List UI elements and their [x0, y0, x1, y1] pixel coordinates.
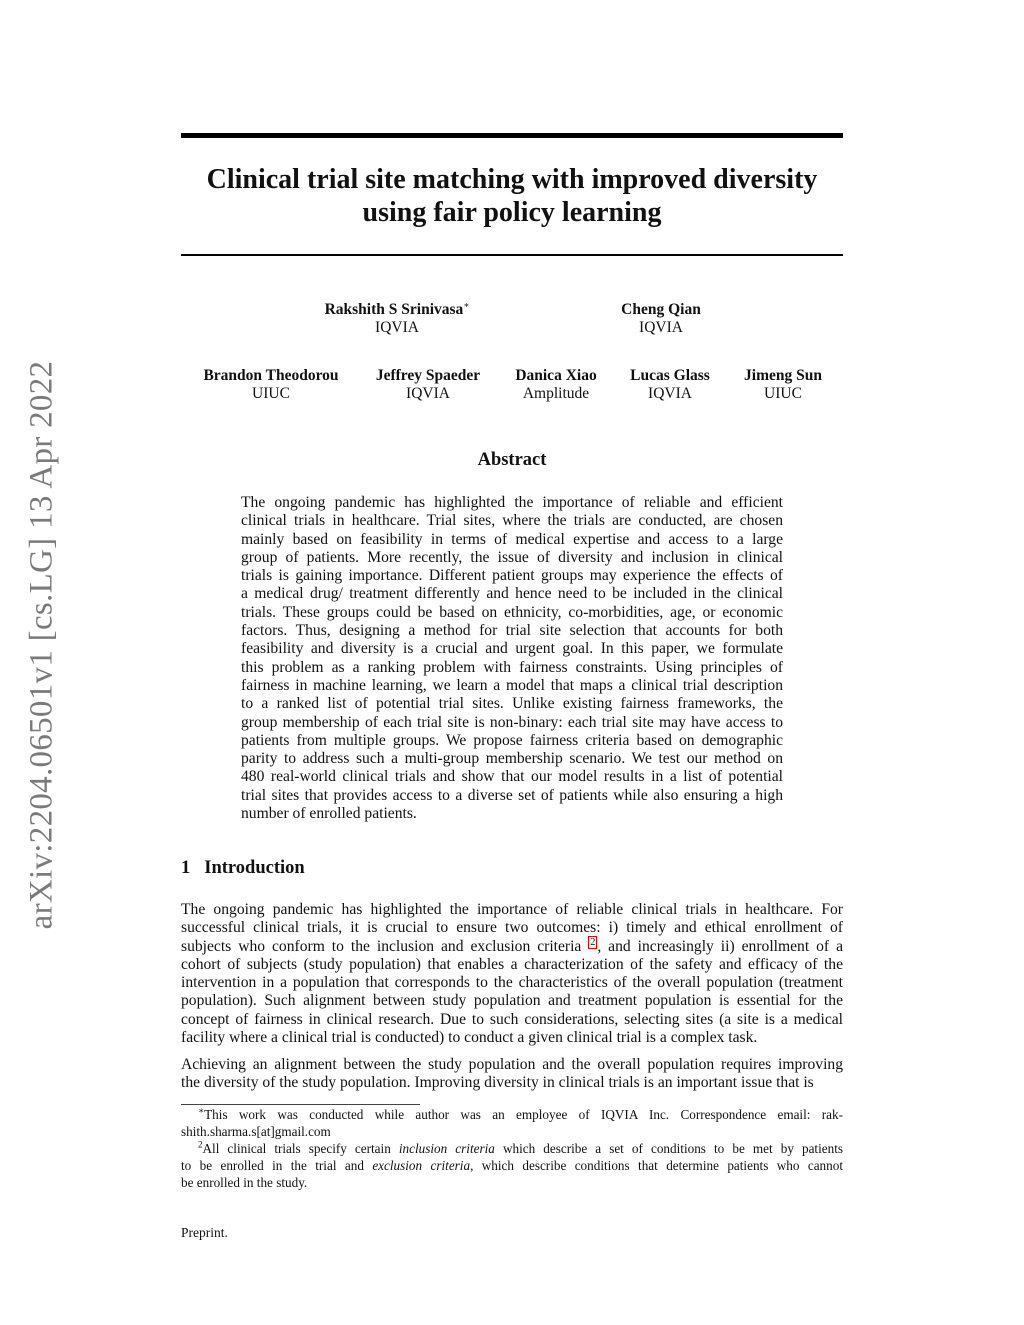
text-line: facility where a clinical trial is condu…: [181, 1029, 758, 1047]
text-line: Achieving an alignment between the study…: [181, 1056, 843, 1073]
footnote-text: to be enrolled in the trial and exclusio…: [181, 1158, 843, 1175]
footnote-emphasis: exclusion criteria: [372, 1157, 471, 1173]
text-line: The ongoing pandemic has highlighted the…: [241, 494, 783, 511]
footnote-text: , which describe conditions that determi…: [470, 1157, 843, 1173]
abstract-heading: Abstract: [477, 450, 547, 470]
author-affiliation: IQVIA: [406, 385, 450, 402]
footnote-mark: ∗: [198, 1105, 205, 1116]
author-affiliation: UIUC: [764, 385, 802, 402]
author-name: Brandon Theodorou: [203, 367, 339, 384]
text-line: clinical trials in healthcare. Trial sit…: [241, 512, 783, 530]
footnote-text: to be enrolled in the trial and: [181, 1157, 373, 1173]
footnote-text: This work was conducted while author was…: [204, 1107, 843, 1122]
text-line: a medical drug/ treatment differently an…: [241, 585, 783, 603]
text-line: to a ranked list of potential trial site…: [241, 695, 783, 713]
author: Brandon Theodorou UIUC: [203, 367, 338, 403]
text-line: subjects who conform to the inclusion an…: [181, 935, 843, 956]
footnote-emphasis: inclusion criteria: [398, 1140, 495, 1156]
author-name: Jimeng Sun: [744, 367, 822, 384]
text-line: cohort of subjects (study population) th…: [181, 955, 843, 973]
paper-title: Clinical trial site matching with improv…: [181, 163, 843, 229]
section-title: Introduction: [204, 858, 305, 878]
author-name: Jeffrey Spaeder: [375, 367, 481, 384]
text-line: trials is gaining importance. Different …: [241, 567, 783, 585]
text-line: factors. Thus, designing a method for tr…: [241, 622, 783, 640]
text-line: feasibility and diversity is a crucial a…: [241, 640, 783, 658]
footnotes: ∗This work was conducted while author wa…: [181, 1105, 844, 1191]
title-line: using fair policy learning: [362, 197, 662, 228]
text-line: The ongoing pandemic has highlighted the…: [181, 901, 843, 918]
author-name: Cheng Qian: [621, 301, 701, 318]
author: Lucas Glass IQVIA: [630, 367, 710, 403]
footnote-text: be enrolled in the study.: [181, 1174, 308, 1190]
footer-preprint: Preprint.: [181, 1225, 228, 1240]
text-line: mainly based on feasibility in terms of …: [241, 530, 783, 548]
author-affiliation: IQVIA: [648, 385, 692, 402]
footnote-rule: [181, 1104, 420, 1105]
footnote-text: shith.sharma.s[at]gmail.com: [181, 1123, 331, 1139]
author-name: Lucas Glass: [630, 367, 710, 384]
author-affiliation: Amplitude: [522, 385, 590, 402]
section-heading: 1 Introduction: [181, 858, 319, 879]
top-rule: [181, 133, 843, 138]
title-rule: [181, 254, 843, 256]
text-line: trials. These groups could be based on e…: [241, 603, 783, 621]
text-line: this problem as a ranking problem with f…: [241, 658, 783, 676]
author: Jeffrey Spaeder IQVIA: [376, 367, 480, 403]
footnote-2: 2All clinical trials specify certain inc…: [181, 1139, 844, 1158]
text-line: fairness in machine learning, we learn a…: [241, 676, 783, 694]
footnote-text: All clinical trials specify certain: [202, 1140, 399, 1156]
intro-paragraph-1: The ongoing pandemic has highlighted the…: [181, 901, 843, 1047]
text-line: number of enrolled patients.: [241, 805, 417, 823]
author: Rakshith S Srinivasa∗ IQVIA: [324, 299, 470, 337]
footnote-mark: 2: [198, 1139, 203, 1150]
footnote-mark: ∗: [463, 299, 470, 310]
author-affiliation: UIUC: [252, 385, 290, 402]
text-line: trial sites that provides access to a di…: [241, 786, 783, 804]
text-line: the diversity of the study population. I…: [181, 1074, 814, 1092]
intro-paragraph-2: Achieving an alignment between the study…: [181, 1056, 843, 1093]
author-affiliation: IQVIA: [639, 319, 683, 336]
text-line: population). Such alignment between stud…: [181, 992, 843, 1010]
arxiv-stamp: arXiv:2204.06501v1 [cs.LG] 13 Apr 2022: [23, 360, 60, 930]
text-line: parity to address such a multi-group mem…: [241, 750, 783, 768]
author: Jimeng Sun UIUC: [744, 367, 822, 403]
title-line: Clinical trial site matching with improv…: [206, 164, 818, 195]
footnote-link[interactable]: 2: [588, 935, 598, 949]
author: Cheng Qian IQVIA: [621, 301, 701, 337]
section-number: 1: [181, 858, 191, 878]
author: Danica Xiao Amplitude: [515, 367, 596, 403]
text-line: concept of fairness in clinical research…: [181, 1010, 843, 1028]
text-line: successful clinical trials, it is crucia…: [181, 919, 843, 937]
footnote-1: ∗This work was conducted while author wa…: [181, 1105, 843, 1124]
text-line: intervention in a population that corres…: [181, 974, 843, 992]
text-line: group of patients. More recently, the is…: [241, 548, 783, 566]
abstract: The ongoing pandemic has highlighted the…: [241, 494, 783, 823]
text-segment: subjects who conform to the inclusion an…: [181, 937, 589, 955]
footnote-text: which describe a set of conditions to be…: [494, 1140, 844, 1156]
text-segment: , and increasingly ii) enrollment of a: [597, 937, 843, 955]
author-name: Rakshith S Srinivasa: [324, 301, 464, 318]
author-affiliation: IQVIA: [375, 319, 419, 336]
text-line: patients from multiple groups. We propos…: [241, 731, 783, 749]
author-name: Danica Xiao: [515, 367, 597, 384]
text-line: group membership of each trial site is n…: [241, 713, 783, 731]
text-line: 480 real-world clinical trials and show …: [241, 768, 783, 786]
